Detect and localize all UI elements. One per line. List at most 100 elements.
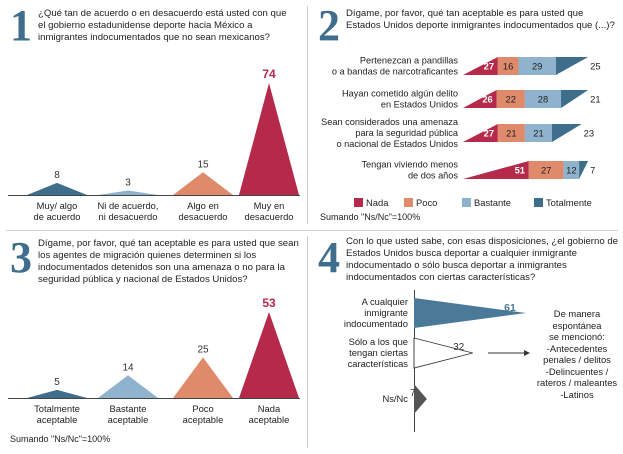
- panel-1-number: 1: [10, 1, 32, 50]
- peak-bar: [98, 190, 158, 195]
- panel-1: 1 ¿Qué tan de acuerdo o en desacuerdo es…: [0, 0, 300, 228]
- panel-4-number: 4: [318, 233, 340, 282]
- data-label: 25: [590, 61, 600, 72]
- note-line: De manera: [553, 308, 601, 319]
- legend-swatch: [462, 198, 471, 207]
- note-line: -Antecedentes: [546, 342, 608, 354]
- data-label: 29: [532, 61, 542, 72]
- panel-3-number: 3: [10, 233, 32, 282]
- panel-1-question: ¿Qué tan de acuerdo o en desacuerdo está…: [38, 8, 287, 43]
- stack-segment: [563, 161, 580, 179]
- pointer-arrowhead: [524, 350, 530, 356]
- data-label: 16: [503, 61, 513, 72]
- category-label: Poco aceptable: [183, 403, 224, 425]
- panel-3-question: Dígame, por favor, qué tan aceptable es …: [38, 238, 299, 285]
- peak-bar: [239, 312, 299, 398]
- panel-3-footnote: Sumando "Ns/Nc"=100%: [10, 434, 111, 444]
- stack-segment: [463, 124, 498, 142]
- data-label: 26: [482, 94, 492, 105]
- category-label: Sólo a los que tengan ciertas característi…: [348, 336, 409, 369]
- legend-swatch: [354, 198, 363, 207]
- panel-2-chart: Pertenezcan a pandillas o a bandas de nar…: [321, 56, 600, 209]
- panel-3-chart: 5 Totalmente aceptable 14 Bastante aceptable 2…: [8, 296, 300, 425]
- legend-label: Poco: [416, 197, 437, 208]
- panel-4-question: Con lo que usted sabe, con esas disposic…: [346, 236, 618, 283]
- peak-bar: [239, 83, 299, 195]
- peak-bar: [27, 389, 87, 398]
- stack-segment: [579, 161, 589, 179]
- data-label: 22: [506, 94, 516, 105]
- peak-bar: [173, 357, 233, 398]
- category-label: Ni de acuerdo, ni desacuerdo: [98, 200, 159, 222]
- legend-swatch: [534, 198, 543, 207]
- row-label: Sean considerados una amenaza para la seg…: [321, 117, 459, 149]
- stack-segment: [524, 124, 553, 142]
- legend-label: Totalmente: [546, 197, 592, 208]
- data-label: 27: [484, 128, 494, 139]
- data-label: 23: [584, 128, 594, 139]
- category-label: Bastante aceptable: [108, 403, 149, 425]
- category-label: Muy/ algo de acuerdo: [34, 200, 81, 222]
- category-label: Totalmente aceptable: [34, 403, 80, 425]
- data-label: 12: [566, 165, 576, 176]
- data-label: 14: [122, 362, 134, 373]
- note-line: espontánea: [552, 319, 602, 331]
- data-label: 21: [533, 128, 543, 139]
- data-label: 51: [515, 165, 525, 176]
- stack-segment: [463, 161, 529, 179]
- peak-bar: [98, 375, 158, 398]
- divider-vertical-bottom: [307, 236, 308, 448]
- stack-segment: [555, 57, 589, 75]
- panel-4-chart: A cualquier inmigrante indocumentado 61 Sólo…: [344, 290, 530, 432]
- row-label: Pertenezcan a pandillas o a bandas de nar…: [332, 56, 459, 77]
- data-label: 27: [541, 165, 551, 176]
- note-line: se mencionó:: [549, 331, 605, 342]
- data-label: 7: [590, 165, 595, 176]
- peak-bar: [173, 172, 233, 195]
- category-label: A cualquier inmigrante indocumentado: [344, 296, 408, 329]
- data-label: 15: [197, 159, 209, 170]
- data-label: 5: [54, 377, 60, 388]
- divider-horizontal: [6, 230, 618, 231]
- panel-4-note: De manera espontánea se mencionó: -Antec…: [532, 308, 622, 400]
- category-label: Ns/Nc: [382, 393, 408, 404]
- category-label: Nada aceptable: [249, 403, 290, 425]
- stack-segment: [518, 57, 556, 75]
- category-label: Algo en desacuerdo: [179, 200, 228, 222]
- stack-segment: [497, 57, 519, 75]
- category-label: Muy en desacuerdo: [245, 200, 294, 222]
- wedge-bar: [413, 337, 473, 369]
- wedge-bar: [414, 298, 526, 328]
- panel-2-question: Dígame, por favor, qué tan aceptable es …: [346, 8, 615, 31]
- panel-2-number: 2: [318, 1, 340, 50]
- data-label: 28: [538, 94, 548, 105]
- divider-vertical-top: [307, 6, 308, 224]
- data-label: 21: [506, 128, 516, 139]
- peak-bar: [27, 182, 87, 195]
- panel-3: 3 Dígame, por favor, qué tan aceptable e…: [0, 232, 300, 454]
- panel-2: 2 Dígame, por favor, qué tan aceptable e…: [310, 0, 623, 228]
- data-label: 32: [453, 342, 464, 353]
- stack-segment: [552, 124, 582, 142]
- wedge-bar: [414, 384, 427, 414]
- stack-segment: [463, 57, 498, 75]
- data-label: 61: [504, 302, 516, 314]
- data-label: 74: [262, 67, 276, 81]
- note-line: -Latinos: [560, 388, 594, 400]
- panel-4: 4 Con lo que usted sabe, con esas dispos…: [310, 232, 623, 454]
- data-label: 3: [125, 177, 131, 188]
- note-line: penales / delitos: [543, 354, 611, 365]
- stack-segment: [496, 90, 525, 108]
- panel-1-chart: 8 Muy/ algo de acuerdo 3 Ni de acuerdo, ni de…: [8, 67, 300, 222]
- stack-segment: [528, 161, 564, 179]
- stack-segment: [561, 90, 589, 108]
- data-label: 7: [410, 388, 415, 399]
- legend-swatch: [404, 198, 413, 207]
- panel-2-footnote: Sumando "Ns/Nc"=100%: [320, 212, 421, 222]
- stack-segment: [524, 90, 562, 108]
- stack-segment: [497, 124, 525, 142]
- note-line: -Delincuentes /: [545, 365, 609, 377]
- data-label: 21: [590, 94, 600, 105]
- legend-label: Nada: [366, 197, 389, 208]
- legend-label: Bastante: [474, 197, 511, 208]
